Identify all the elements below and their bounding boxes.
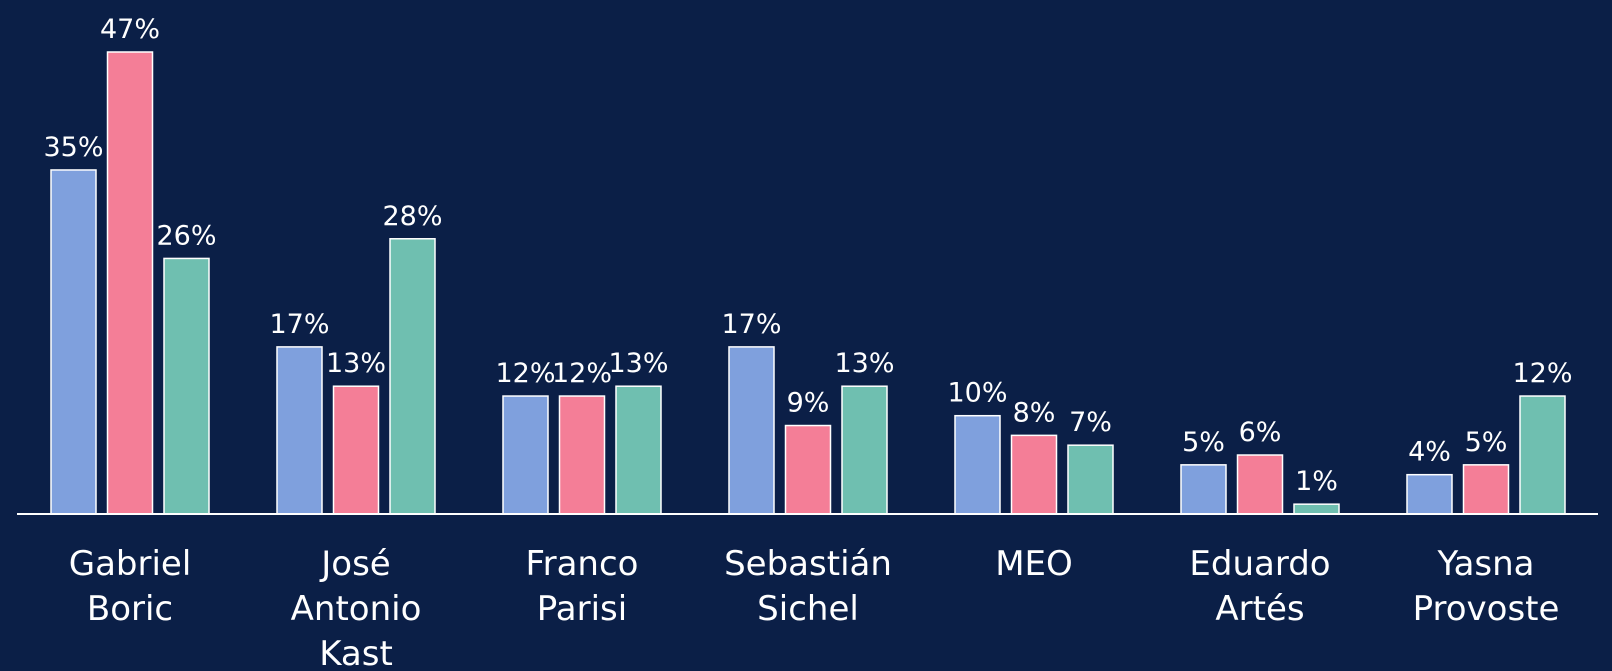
bar — [1236, 454, 1284, 515]
bar — [1462, 464, 1510, 515]
x-tick-label: José Antonio Kast — [290, 544, 422, 671]
bar — [1180, 464, 1227, 515]
bar — [1519, 395, 1566, 515]
value-label: 28% — [382, 201, 442, 232]
value-label: 1% — [1295, 466, 1338, 497]
bar — [389, 238, 436, 515]
bar — [615, 385, 662, 515]
bar — [502, 395, 549, 515]
bar — [558, 395, 606, 515]
bar — [841, 385, 888, 515]
value-label: 13% — [834, 348, 894, 379]
value-label: 35% — [43, 132, 103, 163]
x-tick-label: MEO — [995, 544, 1073, 584]
value-label: 8% — [1013, 397, 1056, 428]
bar — [1067, 444, 1114, 515]
x-tick-label: Yasna Provoste — [1412, 544, 1560, 629]
value-label: 47% — [100, 14, 160, 45]
bar — [1406, 473, 1453, 515]
value-label: 10% — [947, 378, 1007, 409]
bar — [1293, 503, 1340, 515]
value-label: 6% — [1239, 417, 1282, 448]
x-tick-label: Gabriel Boric — [68, 544, 192, 629]
bar — [784, 424, 832, 515]
x-tick-label: Sebastián Sichel — [724, 544, 892, 629]
value-label: 26% — [156, 220, 216, 251]
value-label: 12% — [495, 358, 555, 389]
bar — [728, 346, 775, 515]
x-tick-label: Franco Parisi — [525, 544, 639, 629]
bar — [163, 257, 210, 515]
value-label: 4% — [1408, 437, 1451, 468]
value-label: 5% — [1182, 427, 1225, 458]
bar — [954, 414, 1001, 515]
x-tick-label: Eduardo Artés — [1189, 544, 1331, 629]
value-label: 12% — [1512, 358, 1572, 389]
value-label: 12% — [552, 358, 612, 389]
value-label: 17% — [721, 309, 781, 340]
bar — [332, 385, 380, 515]
value-label: 13% — [608, 348, 668, 379]
bar — [106, 51, 154, 515]
bar — [276, 346, 323, 515]
bar — [1010, 434, 1058, 515]
value-label: 17% — [269, 309, 329, 340]
bar — [50, 169, 97, 515]
value-label: 5% — [1465, 427, 1508, 458]
value-label: 9% — [787, 388, 830, 419]
value-label: 13% — [326, 348, 386, 379]
value-label: 7% — [1069, 407, 1112, 438]
